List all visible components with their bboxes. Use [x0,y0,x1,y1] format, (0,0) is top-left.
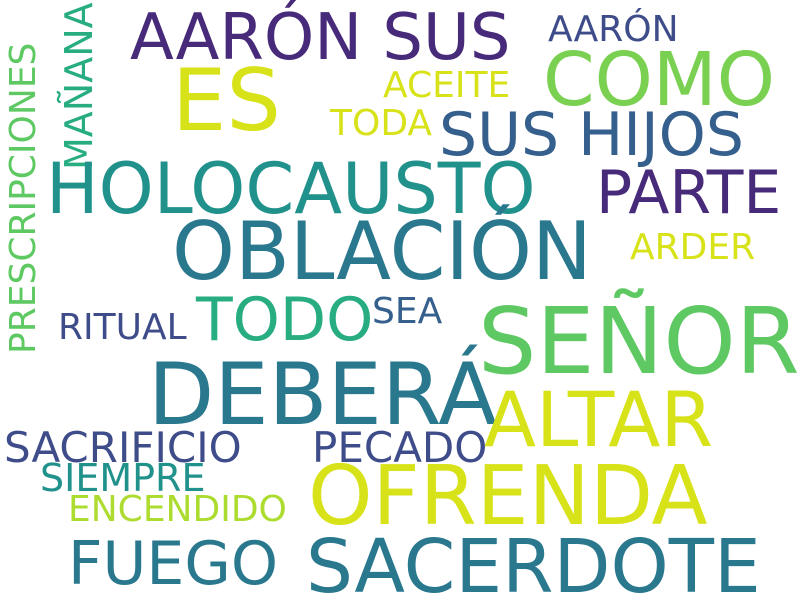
word-ofrenda: OFRENDA [308,449,708,544]
word-manana: MAÑANA [57,2,101,170]
word-ritual: RITUAL [58,307,187,348]
word-senor: SEÑOR [478,288,800,395]
word-sacerdote: SACERDOTE [306,524,761,610]
word-altar: ALTAR [484,375,714,464]
word-siempre: SIEMPRE [40,456,206,500]
word-parte: PARTE [596,158,782,228]
word-debera: DEBERÁ [148,345,497,445]
word-como: COMO [543,37,776,123]
word-arder: ARDER [630,227,756,268]
word-todo: TODO [196,285,374,355]
word-holocausto: HOLOCAUSTO [46,148,536,230]
word-pecado: PECADO [312,423,488,472]
word-sus-hijos: SUS HIJOS [439,100,744,170]
word-es: ES [172,51,281,151]
word-aaron-sus: AARÓN SUS [130,1,511,75]
word-aceite: ACEITE [383,65,511,106]
word-encendido: ENCENDIDO [68,489,287,530]
word-toda: TODA [330,103,433,144]
word-aaron: AARÓN [548,9,679,50]
word-sacrificio: SACRIFICIO [4,423,242,472]
word-fuego: FUEGO [68,529,279,599]
word-prescripciones: PRESCRIPCIONES [3,42,44,354]
word-sea: SEA [372,291,443,332]
word-oblacion: OBLACIÓN [172,205,592,298]
